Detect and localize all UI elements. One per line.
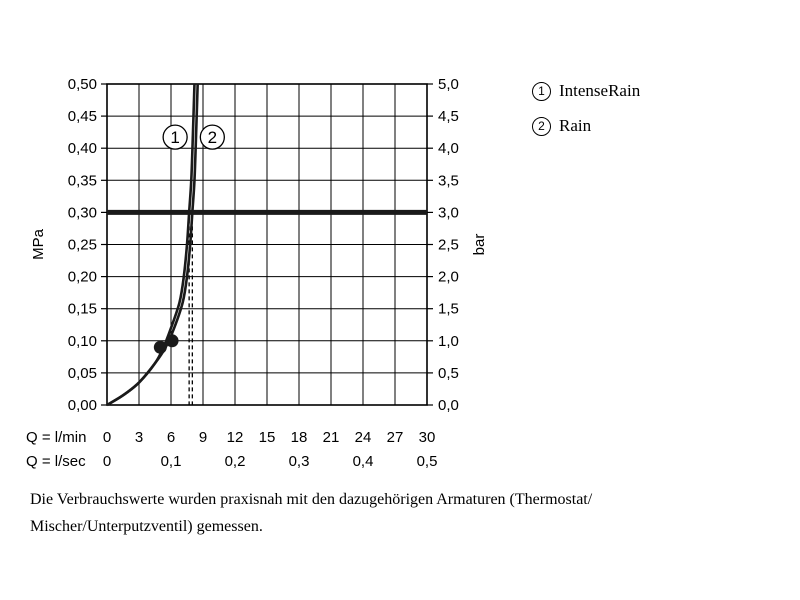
y-left-tick-label: 0,30	[68, 204, 97, 221]
chart-grid	[106, 83, 428, 406]
y-left-tick-label: 0,10	[68, 333, 97, 350]
series-dot-2	[165, 334, 179, 348]
y-right-axis-title: bar	[471, 234, 488, 256]
legend-label-intenserain: IntenseRain	[559, 81, 641, 100]
caption: Die Verbrauchswerte wurden praxisnah mit…	[30, 486, 770, 540]
series-dot-1	[153, 340, 167, 354]
axis-labels: 0,000,050,100,150,200,250,300,350,400,45…	[26, 76, 488, 470]
x-row2-tick-label: 0,2	[225, 453, 246, 470]
caption-line-1: Die Verbrauchswerte wurden praxisnah mit…	[30, 491, 593, 508]
x-row1-tick-label: 6	[167, 429, 175, 446]
legend-marker-2: 2	[532, 116, 551, 136]
x-row2-tick-label: 0,4	[353, 453, 374, 470]
x-row1-tick-label: 21	[323, 429, 340, 446]
y-left-tick-label: 0,40	[68, 140, 97, 157]
y-left-tick-label: 0,15	[68, 301, 97, 318]
y-right-tick-label: 0,5	[438, 365, 459, 382]
series-marker-label-2: 2	[208, 128, 217, 147]
series-curve-rain	[106, 83, 199, 407]
y-left-tick-label: 0,25	[68, 237, 97, 254]
y-left-tick-label: 0,00	[68, 397, 97, 414]
y-left-axis-title: MPa	[30, 228, 47, 260]
legend-label-rain: Rain	[559, 116, 592, 135]
x-row1-tick-label: 3	[135, 429, 143, 446]
plot-frame	[101, 83, 433, 406]
series-marker-circle-1	[162, 124, 188, 150]
y-left-tick-label: 0,50	[68, 76, 97, 93]
y-right-tick-label: 2,0	[438, 269, 459, 286]
legend: 1 IntenseRain 2 Rain	[532, 80, 640, 150]
y-right-tick-label: 1,0	[438, 333, 459, 350]
x-row1-tick-label: 27	[387, 429, 404, 446]
y-right-tick-label: 4,5	[438, 108, 459, 125]
x-row1-tick-label: 15	[259, 429, 276, 446]
y-right-tick-label: 2,5	[438, 237, 459, 254]
legend-item: 2 Rain	[532, 115, 640, 137]
series-marker-circle-2	[199, 124, 225, 150]
y-left-tick-label: 0,45	[68, 108, 97, 125]
y-right-tick-label: 5,0	[438, 76, 459, 93]
x-row1-tick-label: 9	[199, 429, 207, 446]
x-row1-tick-label: 30	[419, 429, 436, 446]
series-marker-label-1: 1	[170, 128, 179, 147]
x-row2-label: Q = l/sec	[26, 453, 86, 470]
reference-line-layer	[107, 209, 427, 405]
legend-item: 1 IntenseRain	[532, 80, 640, 102]
y-left-tick-label: 0,05	[68, 365, 97, 382]
x-row2-tick-label: 0,5	[417, 453, 438, 470]
legend-marker-1: 1	[532, 81, 551, 101]
y-left-tick-label: 0,35	[68, 172, 97, 189]
y-right-tick-label: 0,0	[438, 397, 459, 414]
x-row1-tick-label: 0	[103, 429, 111, 446]
x-row2-tick-label: 0,1	[161, 453, 182, 470]
x-row1-tick-label: 24	[355, 429, 372, 446]
x-row2-tick-label: 0	[103, 453, 111, 470]
y-right-tick-label: 3,0	[438, 204, 459, 221]
x-row1-label: Q = l/min	[26, 429, 86, 446]
y-right-tick-label: 3,5	[438, 172, 459, 189]
y-left-tick-label: 0,20	[68, 269, 97, 286]
x-row1-tick-label: 12	[227, 429, 244, 446]
y-right-tick-label: 1,5	[438, 301, 459, 318]
y-right-tick-label: 4,0	[438, 140, 459, 157]
x-row2-tick-label: 0,3	[289, 453, 310, 470]
caption-line-2: Mischer/Unterputzventil) gemessen.	[30, 518, 263, 535]
x-row1-tick-label: 18	[291, 429, 308, 446]
